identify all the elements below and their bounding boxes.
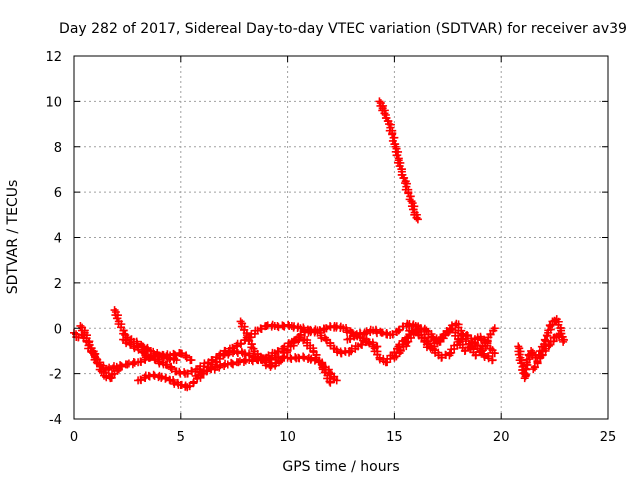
data-point — [266, 362, 275, 371]
data-point — [113, 366, 122, 375]
y-tick-label: 12 — [45, 50, 62, 65]
data-point — [114, 365, 123, 374]
data-point — [170, 379, 179, 388]
data-point — [155, 359, 164, 368]
y-tick-label: 0 — [54, 322, 62, 337]
x-tick-label: 0 — [70, 430, 78, 445]
data-point — [76, 321, 85, 330]
data-point — [326, 378, 335, 387]
data-point — [332, 376, 341, 385]
chart-title: Day 282 of 2017, Sidereal Day-to-day VTE… — [59, 21, 627, 37]
data-point — [488, 356, 497, 365]
x-axis-label: GPS time / hours — [282, 459, 399, 475]
y-tick-label: -4 — [49, 413, 62, 428]
series-sat-i — [369, 319, 499, 367]
x-tick-label: 20 — [493, 430, 510, 445]
data-point — [559, 335, 568, 344]
data-point — [490, 324, 499, 333]
data-point — [248, 357, 257, 366]
y-axis-label: SDTVAR / TECUs — [5, 180, 21, 295]
data-point — [375, 97, 384, 106]
data-point — [187, 356, 196, 365]
data-point — [317, 360, 326, 369]
series-sat-l — [514, 315, 568, 383]
data-point — [236, 317, 245, 326]
y-tick-label: 6 — [54, 186, 62, 201]
grid — [74, 56, 608, 419]
x-tick-label: 5 — [177, 430, 185, 445]
data-point — [219, 351, 228, 360]
y-tick-label: 4 — [54, 232, 62, 247]
series-sat-k — [375, 97, 422, 224]
x-tick-label: 25 — [600, 430, 617, 445]
data-point — [149, 370, 158, 379]
data-point — [480, 352, 489, 361]
data-point — [413, 215, 422, 224]
axis-ticks — [73, 55, 609, 420]
series-sat-m — [529, 331, 568, 374]
data-point — [362, 337, 371, 346]
data-point — [138, 347, 147, 356]
series-sat-j — [390, 324, 499, 362]
y-tick-label: -2 — [49, 368, 62, 383]
data-point — [490, 349, 499, 358]
y-tick-label: 2 — [54, 277, 62, 292]
data-point — [325, 377, 334, 386]
series-sat-b — [76, 321, 123, 383]
data-point — [412, 213, 421, 222]
data-point — [159, 352, 168, 361]
y-tick-labels: -4 -2 0 2 4 6 8 10 12 — [45, 50, 62, 428]
data-point — [527, 346, 536, 355]
data-point — [299, 352, 308, 361]
x-tick-label: 15 — [386, 430, 403, 445]
x-tick-label: 10 — [279, 430, 296, 445]
data-points — [70, 97, 568, 392]
series-sat-g — [236, 317, 335, 387]
data-point — [172, 356, 181, 365]
data-point — [284, 320, 293, 329]
data-point — [322, 335, 331, 344]
y-tick-label: 10 — [45, 95, 62, 110]
data-point — [380, 109, 389, 118]
x-tick-labels: 0 5 10 15 20 25 — [70, 430, 616, 445]
y-tick-label: 8 — [54, 141, 62, 156]
